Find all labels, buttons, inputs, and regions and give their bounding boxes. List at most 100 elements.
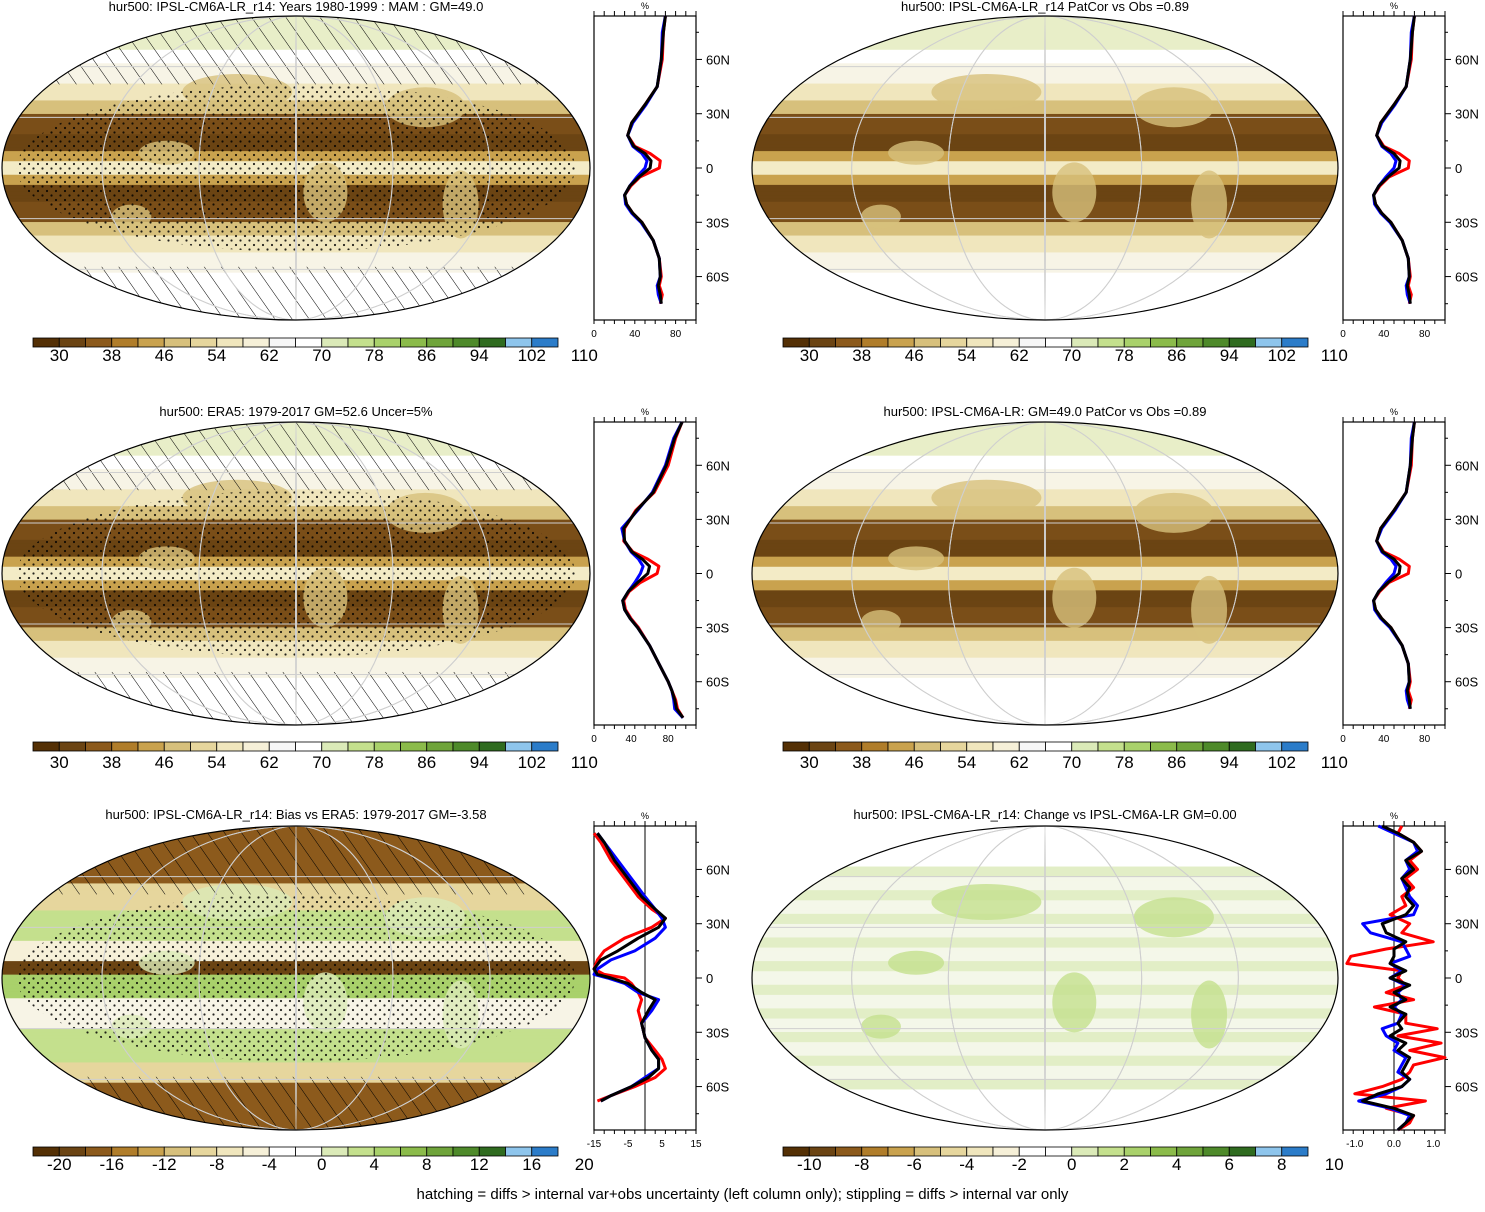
colorbar-swatch [190, 741, 218, 752]
colorbar-label: 94 [470, 753, 489, 772]
zonal-x-tick-label: 40 [629, 329, 641, 340]
colorbar-swatch [268, 741, 296, 752]
zonal-lat-tick-label: 60S [706, 675, 729, 690]
zonal-p4: % 0 40 80 60N 30N 0 30S 60S [1340, 407, 1479, 745]
colorbar-label: 6 [1225, 1155, 1234, 1174]
colorbar-swatch [295, 741, 323, 752]
colorbar-label: 38 [102, 346, 121, 365]
colorbar-swatch [58, 741, 86, 752]
zonal-lat-tick-label: 60N [706, 862, 730, 877]
zonal-lat-tick-label: 30S [706, 215, 729, 230]
colorbar-swatch [1176, 741, 1204, 752]
colorbar-label: 30 [50, 346, 69, 365]
colorbar-label: 10 [1325, 1155, 1344, 1174]
zonal-lat-tick-label: 60N [706, 458, 730, 473]
zonal-lat-tick-label: 60N [1455, 52, 1479, 67]
colorbar-label: 46 [905, 346, 924, 365]
zonal-lat-tick-label: 30S [1455, 621, 1478, 636]
colorbar-swatch [1281, 1146, 1309, 1157]
colorbar-label: 86 [1167, 346, 1186, 365]
colorbar-swatch [887, 741, 915, 752]
colorbar-swatch [242, 741, 270, 752]
colorbar-swatch [1255, 741, 1283, 752]
zonal-x-tick-label: 0 [591, 734, 597, 745]
colorbar-swatch [321, 741, 349, 752]
colorbar-label: 30 [800, 346, 819, 365]
map-outline [751, 15, 1339, 321]
zonal-x-tick-label: 5 [659, 1139, 665, 1150]
colorbar-swatch [1097, 741, 1125, 752]
colorbar-label: 38 [852, 753, 871, 772]
zonal-lat-tick-label: 30S [706, 621, 729, 636]
colorbar-label: 110 [571, 753, 598, 772]
colorbar-swatch [1281, 741, 1309, 752]
colorbar-p5: -20 -16 -12 -8 -4 0 4 8 12 16 20 [32, 1146, 594, 1174]
colorbar-swatch [835, 741, 863, 752]
zonal-x-tick-label: 0.0 [1387, 1139, 1401, 1150]
colorbar-label: 0 [1067, 1155, 1076, 1174]
zonal-p6: % -1.0 0.0 1.0 60N 30N 0 30S 60S [1342, 811, 1479, 1150]
zonal-lat-tick-label: 0 [706, 567, 713, 582]
zonal-unit-label: % [641, 1, 649, 11]
zonal-frame [593, 421, 697, 726]
colorbar-label: 38 [102, 753, 121, 772]
zonal-unit-label: % [641, 407, 649, 417]
zonal-series-line [621, 421, 685, 719]
colorbar-label: 70 [312, 753, 331, 772]
zonal-lat-tick-label: 0 [1455, 567, 1462, 582]
colorbar-label: 8 [422, 1155, 431, 1174]
colorbar-swatch [808, 741, 836, 752]
colorbar-label: 102 [1268, 346, 1296, 365]
colorbar-label: 78 [1115, 346, 1134, 365]
colorbar-swatch [1071, 741, 1099, 752]
colorbar-swatch [1202, 741, 1230, 752]
colorbar-label: 4 [370, 1155, 379, 1174]
zonal-lat-tick-label: 30N [706, 512, 730, 527]
colorbar-swatch [861, 741, 889, 752]
colorbar-label: 54 [207, 346, 226, 365]
zonal-lat-tick-label: 0 [1455, 161, 1462, 176]
zonal-lat-tick-label: 60S [1455, 1080, 1478, 1095]
colorbar-label: 46 [155, 753, 174, 772]
colorbar-swatch [426, 741, 454, 752]
zonal-series-line [592, 832, 667, 1103]
zonal-p5: % -15 -5 5 15 60N 30N 0 30S 60S [587, 811, 730, 1150]
zonal-lat-tick-label: 60S [1455, 270, 1478, 285]
zonal-x-tick-label: -1.0 [1346, 1139, 1364, 1150]
colorbar-swatch [940, 741, 968, 752]
colorbar-label: 20 [575, 1155, 594, 1174]
colorbar-label: 70 [312, 346, 331, 365]
colorbar-label: 70 [1062, 346, 1081, 365]
colorbar-label: -10 [797, 1155, 822, 1174]
colorbar-label: 0 [317, 1155, 326, 1174]
zonal-lat-tick-label: 60N [706, 52, 730, 67]
zonal-x-tick-label: 1.0 [1426, 1139, 1440, 1150]
panel-title: hur500: IPSL-CM6A-LR: GM=49.0 PatCor vs … [884, 404, 1207, 419]
zonal-series-line [1372, 15, 1416, 304]
colorbar-label: 62 [1010, 753, 1029, 772]
map-outline [1, 15, 591, 321]
zonal-x-tick-label: 80 [670, 329, 682, 340]
panel-title: hur500: IPSL-CM6A-LR_r14 PatCor vs Obs =… [901, 0, 1189, 14]
colorbar-label: -16 [99, 1155, 124, 1174]
colorbar-swatch [1045, 741, 1073, 752]
colorbar-label: 102 [1268, 753, 1296, 772]
zonal-x-tick-label: 80 [1419, 329, 1431, 340]
colorbar-swatch [32, 741, 60, 752]
footer-note: hatching = diffs > internal var+obs unce… [416, 1186, 1069, 1203]
colorbar-swatch [85, 741, 113, 752]
colorbar-swatch [531, 1146, 559, 1157]
colorbar-swatch [163, 741, 191, 752]
colorbar-label: 38 [852, 346, 871, 365]
colorbar-label: 16 [522, 1155, 541, 1174]
panel-title: hur500: IPSL-CM6A-LR_r14: Years 1980-199… [109, 0, 484, 14]
colorbar-label: -20 [47, 1155, 72, 1174]
zonal-lat-tick-label: 0 [706, 161, 713, 176]
zonal-x-tick-label: 40 [626, 734, 638, 745]
zonal-x-tick-label: 0 [591, 329, 597, 340]
zonal-x-tick-label: 15 [690, 1139, 702, 1150]
colorbar-label: -8 [209, 1155, 224, 1174]
colorbar-label: 12 [470, 1155, 489, 1174]
zonal-unit-label: % [641, 811, 649, 821]
zonal-x-tick-label: 0 [1340, 734, 1346, 745]
